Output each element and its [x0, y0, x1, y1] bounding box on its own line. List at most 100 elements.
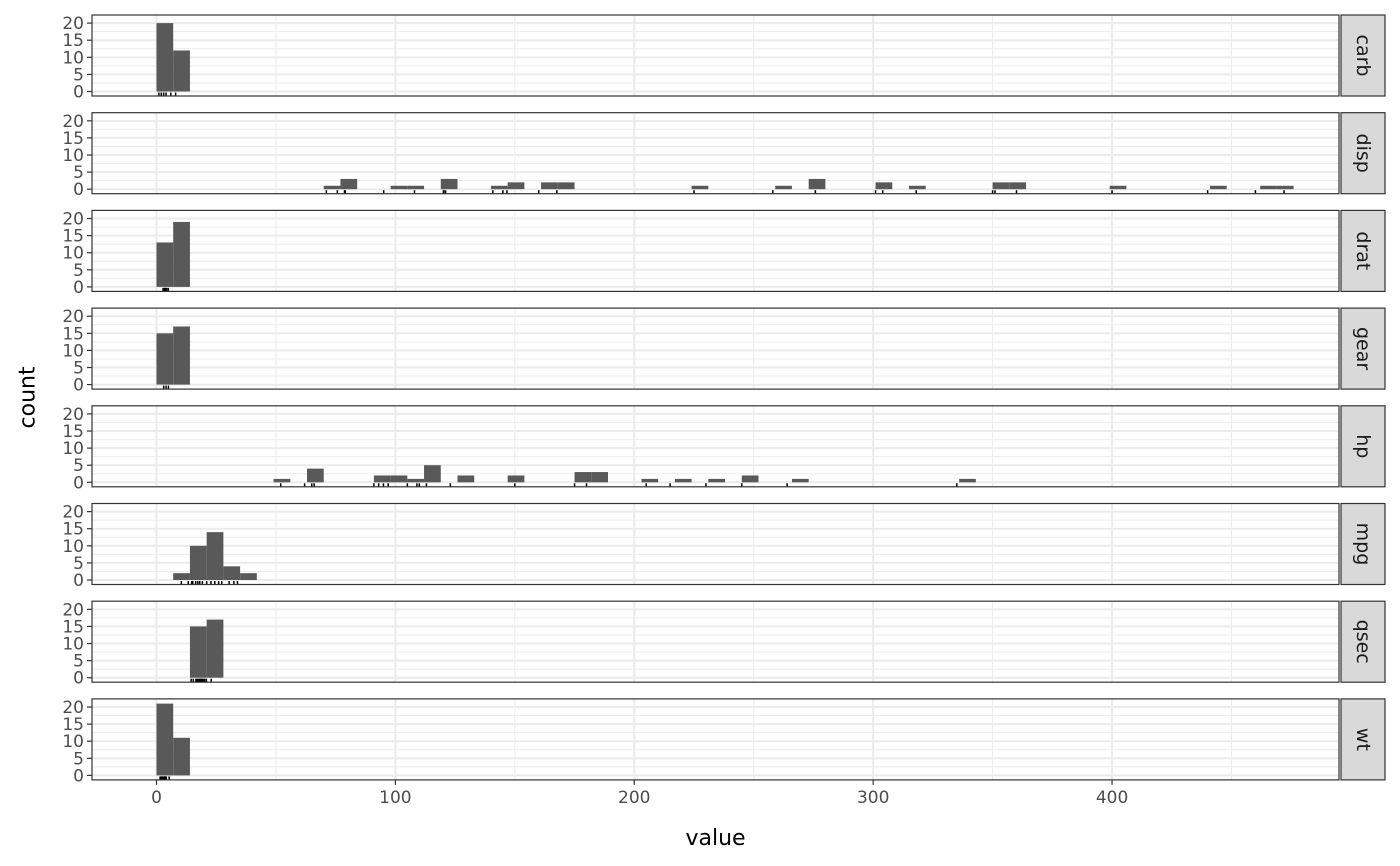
- strip-label-mpg: mpg: [1352, 523, 1374, 566]
- histogram-bar: [390, 475, 408, 483]
- histogram-bar: [674, 478, 692, 483]
- y-tick-label: 5: [73, 554, 84, 574]
- histogram-bar: [708, 478, 726, 483]
- y-tick-label: 20: [62, 112, 84, 132]
- y-tick-label: 10: [62, 341, 84, 361]
- strip-background: [1340, 209, 1386, 292]
- y-tick-label: 15: [62, 715, 84, 735]
- y-tick-label: 20: [62, 503, 84, 523]
- histogram-bar: [407, 185, 425, 190]
- y-tick-label: 5: [73, 359, 84, 379]
- y-tick-label: 20: [62, 210, 84, 230]
- histogram-bar: [206, 532, 224, 580]
- y-tick-label: 15: [62, 31, 84, 51]
- histogram-bar: [541, 182, 558, 190]
- panel-border: [91, 405, 1340, 488]
- strip-label-wt: wt: [1352, 728, 1374, 751]
- histogram-bar: [557, 182, 575, 190]
- histogram-bar: [992, 182, 1010, 190]
- y-tick-label: 20: [62, 600, 84, 620]
- panel-background: [92, 112, 1339, 194]
- y-tick-label: 10: [62, 732, 84, 752]
- panel-border: [91, 209, 1340, 292]
- y-tick-label: 0: [73, 571, 84, 591]
- histogram-bar: [273, 478, 291, 483]
- panel-background: [92, 503, 1339, 585]
- strip-background: [1340, 405, 1386, 488]
- y-tick-label: 0: [73, 83, 84, 103]
- histogram-bar: [156, 242, 174, 287]
- y-tick-label: 15: [62, 520, 84, 540]
- y-tick-label: 5: [73, 163, 84, 183]
- y-tick-label: 20: [62, 14, 84, 34]
- histogram-bar: [407, 478, 425, 483]
- histogram-bar: [1276, 185, 1294, 190]
- histogram-bar: [959, 478, 976, 483]
- histogram-bar: [440, 178, 458, 190]
- x-tick-label: 400: [1096, 788, 1128, 808]
- y-tick-label: 15: [62, 129, 84, 149]
- histogram-bar: [507, 475, 525, 483]
- histogram-bar: [340, 178, 358, 190]
- y-axis-title: count: [16, 366, 41, 428]
- histogram-bar: [424, 465, 441, 483]
- strip-background: [1340, 112, 1386, 195]
- x-tick-label: 200: [618, 788, 650, 808]
- y-tick-label: 15: [62, 324, 84, 344]
- histogram-bar: [156, 23, 174, 92]
- y-tick-label: 5: [73, 749, 84, 769]
- histogram-bar: [808, 178, 826, 190]
- histogram-bar: [1210, 185, 1227, 190]
- panel-border: [91, 502, 1340, 586]
- y-tick-label: 10: [62, 244, 84, 264]
- strip-background: [1340, 14, 1386, 97]
- y-tick-label: 0: [73, 766, 84, 786]
- y-tick-label: 5: [73, 65, 84, 85]
- y-tick-label: 15: [62, 227, 84, 247]
- histogram-bar: [691, 185, 709, 190]
- panel-background: [92, 308, 1339, 390]
- histogram-bar: [1260, 185, 1277, 190]
- histogram-bar: [173, 573, 190, 580]
- y-tick-label: 5: [73, 456, 84, 476]
- strip-label-qsec: qsec: [1352, 620, 1374, 664]
- histogram-bar: [173, 737, 190, 776]
- strip-label-carb: carb: [1352, 35, 1374, 77]
- panel-background: [92, 698, 1339, 780]
- y-tick-label: 10: [62, 439, 84, 459]
- x-axis-title: value: [685, 826, 745, 851]
- panel-border: [91, 600, 1340, 683]
- y-tick-label: 15: [62, 422, 84, 442]
- x-tick-label: 300: [857, 788, 889, 808]
- histogram-bar: [189, 545, 207, 580]
- panel-background: [92, 405, 1339, 487]
- strip-label-disp: disp: [1352, 134, 1374, 173]
- histogram-bar: [156, 703, 174, 776]
- y-tick-label: 0: [73, 473, 84, 493]
- histogram-bar: [223, 566, 241, 580]
- strip-background: [1340, 502, 1386, 586]
- histogram-bar: [206, 619, 224, 678]
- y-tick-label: 5: [73, 261, 84, 281]
- strip-background: [1340, 307, 1386, 390]
- histogram-bar: [775, 185, 792, 190]
- strip-label-drat: drat: [1352, 231, 1374, 270]
- histogram-bar: [1109, 185, 1127, 190]
- histogram-bar: [173, 326, 190, 385]
- histogram-bar: [791, 478, 809, 483]
- strip-label-gear: gear: [1352, 327, 1374, 370]
- panel-border: [91, 14, 1340, 97]
- histogram-bar: [173, 221, 190, 287]
- y-tick-label: 15: [62, 617, 84, 637]
- histogram-bar: [189, 626, 207, 678]
- y-tick-label: 20: [62, 698, 84, 718]
- x-tick-label: 100: [379, 788, 411, 808]
- y-tick-label: 0: [73, 669, 84, 689]
- histogram-bar: [323, 185, 341, 190]
- histogram-bar: [373, 475, 391, 483]
- histogram-bar: [591, 472, 608, 483]
- panel-background: [92, 15, 1339, 96]
- panel-border: [91, 307, 1340, 390]
